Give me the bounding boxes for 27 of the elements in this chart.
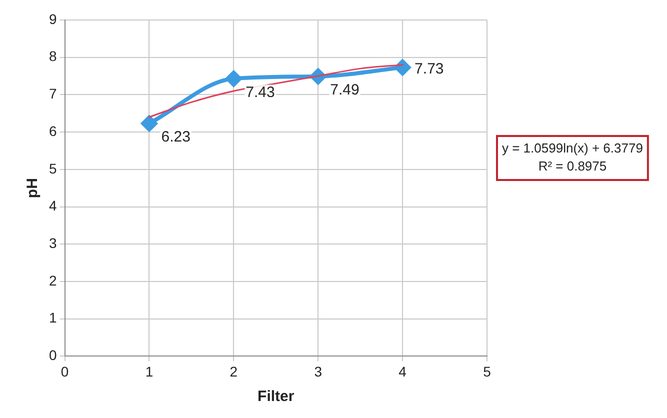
y-tick-label: 7 bbox=[48, 86, 57, 102]
data-label: 7.73 bbox=[414, 60, 444, 78]
y-tick-label: 0 bbox=[48, 347, 57, 364]
x-axis-title: Filter bbox=[258, 388, 294, 406]
text: R² = 0.8975 bbox=[538, 158, 607, 174]
x-tick-label: 1 bbox=[145, 363, 154, 380]
y-tick-label: 5 bbox=[48, 160, 57, 176]
point bbox=[141, 115, 158, 132]
data-label: 7.43 bbox=[246, 84, 275, 101]
x-tick-label: 5 bbox=[483, 363, 492, 380]
x-tick-label: 2 bbox=[230, 363, 238, 380]
x-tick-label: 4 bbox=[398, 363, 407, 380]
data-label: 7.49 bbox=[330, 82, 360, 99]
y-tick-label: 4 bbox=[48, 198, 57, 214]
x-tick-label: 3 bbox=[314, 363, 322, 380]
y-axis-title: pH bbox=[24, 178, 42, 198]
point bbox=[226, 70, 242, 87]
x-tick-label: 0 bbox=[60, 363, 69, 380]
y-tick-label: 9 bbox=[48, 10, 57, 27]
y-tick-label: 8 bbox=[48, 48, 57, 64]
y-tick-label: 6 bbox=[48, 122, 57, 139]
y-tick-label: 1 bbox=[48, 310, 57, 326]
y-tick-label: 2 bbox=[48, 272, 57, 288]
data-label: 6.23 bbox=[161, 128, 190, 146]
point bbox=[394, 59, 411, 76]
text: y = 1.0599ln(x) + 6.3779 bbox=[502, 140, 643, 156]
y-tick-label: 3 bbox=[48, 234, 57, 251]
